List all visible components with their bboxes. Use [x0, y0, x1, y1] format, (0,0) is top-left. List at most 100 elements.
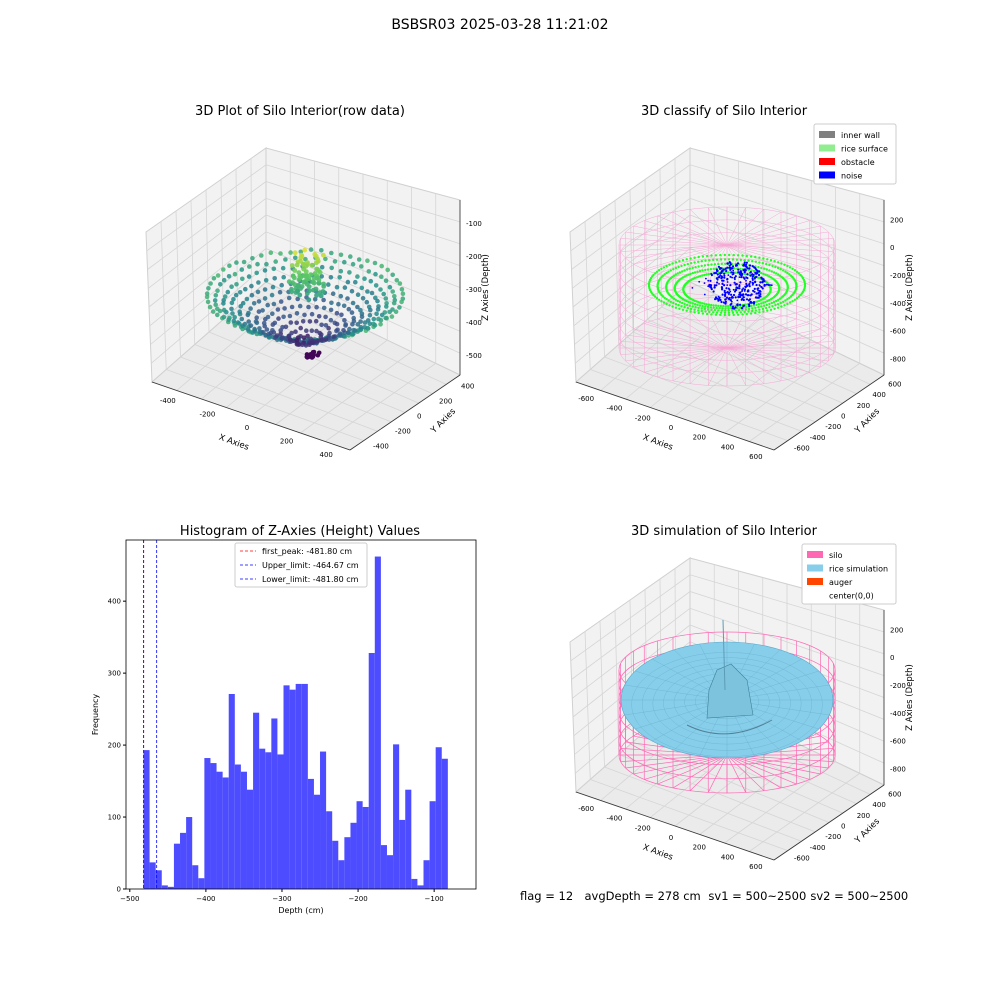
- rice-surface-point: [789, 274, 793, 277]
- histogram-bar: [265, 752, 272, 889]
- auger-line: [722, 619, 726, 691]
- noise-point: [761, 280, 764, 284]
- rice-surface-point: [700, 309, 703, 313]
- raw-point: [277, 289, 283, 295]
- raw-point: [348, 254, 353, 259]
- grid-line: [724, 761, 836, 844]
- legend-label: noise: [841, 172, 862, 181]
- mound-point: [290, 273, 296, 279]
- raw-point: [222, 294, 228, 299]
- raw-point: [319, 322, 324, 328]
- raw-point: [273, 259, 278, 264]
- rice-surface-point: [710, 308, 713, 311]
- noise-point: [729, 284, 732, 287]
- rice-surface-point: [772, 271, 776, 274]
- rice-surface-point: [803, 282, 807, 285]
- raw-point: [394, 278, 400, 283]
- raw-point: [304, 328, 309, 333]
- rice-surface-point: [739, 306, 742, 309]
- noise-point: [739, 270, 742, 273]
- noise-point: [717, 299, 720, 302]
- rice-surface-point: [661, 274, 665, 277]
- noise-point: [748, 298, 752, 301]
- rice-surface-point: [660, 300, 663, 303]
- rice-surface-point: [758, 299, 761, 302]
- noise-point: [729, 268, 732, 271]
- grid-line: [300, 351, 412, 434]
- raw-point: [345, 279, 351, 285]
- mound-point: [303, 269, 309, 274]
- rice-surface-point: [754, 260, 757, 263]
- x-tick-label: -400: [160, 397, 176, 405]
- noise-point: [691, 287, 694, 289]
- raw-point: [256, 309, 262, 314]
- rice-surface-point: [784, 270, 787, 273]
- x-tick-label: -200: [635, 414, 651, 422]
- raw-point: [342, 259, 347, 265]
- wall-line: [726, 225, 821, 246]
- noise-point: [707, 279, 710, 282]
- noise-point: [745, 263, 748, 266]
- mound-point: [314, 293, 319, 298]
- rice-surface-point: [737, 308, 741, 312]
- silo-line: [644, 754, 728, 780]
- noise-point: [723, 276, 726, 279]
- rice-surface-point: [701, 269, 704, 272]
- mound-point: [306, 297, 312, 303]
- y-tick-label: -200: [825, 423, 841, 431]
- rice-surface-point: [795, 297, 799, 300]
- raw-point: [289, 330, 294, 336]
- noise-point: [745, 298, 749, 301]
- wall-line: [672, 314, 728, 349]
- grid-line: [220, 179, 224, 320]
- raw-point: [221, 307, 227, 313]
- rice-surface-point: [764, 300, 767, 304]
- rice-surface-point: [769, 308, 773, 311]
- raw-point: [226, 274, 232, 279]
- wall-line: [726, 347, 834, 355]
- z-tick-label: -400: [466, 319, 482, 327]
- histogram-bar: [173, 843, 181, 889]
- raw-point: [294, 320, 299, 326]
- rice-surface-point: [791, 300, 794, 303]
- rice-surface-point: [686, 303, 689, 307]
- z-tick-label: -600: [890, 738, 906, 746]
- raw-point: [231, 296, 236, 302]
- rice-surface-point: [732, 313, 735, 317]
- rice-surface-point: [774, 304, 777, 307]
- y-axis-label: Y Axies: [852, 406, 882, 436]
- histogram-bar: [228, 693, 235, 889]
- noise-point: [720, 300, 723, 304]
- raw-point: [341, 328, 346, 333]
- rice-surface-point: [649, 277, 653, 280]
- raw-point: [218, 282, 223, 287]
- raw-point: [251, 301, 257, 306]
- wall-line: [726, 334, 829, 349]
- raw-point: [206, 286, 211, 291]
- noise-point: [698, 280, 701, 283]
- raw-point: [272, 320, 278, 326]
- noise-point: [730, 293, 733, 296]
- rice-surface-point: [704, 268, 707, 272]
- z-tick-label: 0: [890, 654, 894, 662]
- mound-point: [312, 271, 318, 276]
- raw-point: [373, 295, 378, 301]
- rice-surface-point: [756, 300, 759, 303]
- x-axis-label: Depth (cm): [278, 906, 323, 915]
- noise-point: [757, 291, 760, 294]
- grid-line: [661, 306, 857, 395]
- wall-line: [620, 347, 728, 355]
- wall-line: [726, 207, 746, 246]
- x-tick-label: 0: [245, 424, 249, 432]
- noise-point: [734, 275, 737, 278]
- grid-line: [724, 351, 836, 434]
- noise-point: [710, 283, 712, 286]
- rice-surface-point: [665, 264, 668, 268]
- legend-label: center(0,0): [829, 592, 874, 601]
- rice-surface-point: [698, 304, 702, 307]
- histogram-bar: [259, 748, 266, 889]
- noise-point: [727, 274, 730, 276]
- inner-wall-wireframe: [618, 206, 836, 387]
- wall-line: [644, 347, 728, 373]
- silo-line: [689, 754, 728, 791]
